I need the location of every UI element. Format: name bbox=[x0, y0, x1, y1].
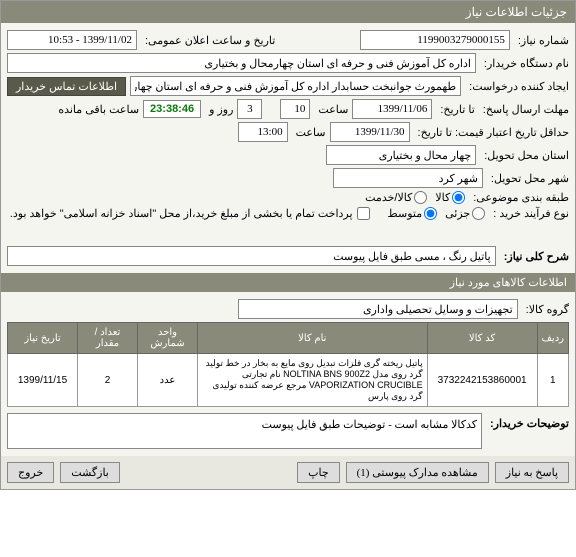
need-desc-input[interactable] bbox=[7, 246, 496, 266]
time-label-1: ساعت bbox=[314, 103, 348, 116]
row-goods-group: گروه کالا: bbox=[7, 299, 569, 319]
subject-radio-group: کالا کالا/خدمت bbox=[365, 191, 465, 204]
radio-service[interactable] bbox=[414, 191, 427, 204]
row-delivery-state: استان محل تحویل: bbox=[7, 145, 569, 165]
row-subject: طبقه بندی موضوعی: کالا کالا/خدمت bbox=[7, 191, 569, 204]
th-unit: واحد شمارش bbox=[138, 323, 198, 354]
row-buyer: نام دستگاه خریدار: bbox=[7, 53, 569, 73]
treasury-checkbox-label: پرداخت تمام یا بخشی از مبلغ خرید،از محل … bbox=[10, 207, 353, 220]
radio-goods[interactable] bbox=[452, 191, 465, 204]
need-number-input[interactable] bbox=[360, 30, 510, 50]
goods-group-label: گروه کالا: bbox=[522, 303, 569, 316]
table-header-row: ردیف کد کالا نام کالا واحد شمارش تعداد /… bbox=[8, 323, 569, 354]
radio-goods-item[interactable]: کالا bbox=[435, 191, 465, 204]
th-name: نام کالا bbox=[198, 323, 428, 354]
row-buyer-notes: توضیحات خریدار: bbox=[7, 413, 569, 449]
radio-small[interactable] bbox=[472, 207, 485, 220]
footer-buttons: پاسخ به نیاز مشاهده مدارک پیوستی (1) چاپ… bbox=[1, 456, 575, 489]
reply-button[interactable]: پاسخ به نیاز bbox=[495, 462, 569, 483]
contact-button[interactable]: اطلاعات تماس خریدار bbox=[7, 77, 126, 96]
radio-medium[interactable] bbox=[424, 207, 437, 220]
radio-small-item[interactable]: جزئی bbox=[445, 207, 485, 220]
validity-label: حداقل تاریخ اعتبار قیمت: تا تاریخ: bbox=[414, 126, 569, 139]
th-code: کد کالا bbox=[427, 323, 537, 354]
radio-medium-label: متوسط bbox=[388, 207, 423, 220]
public-date-label: تاریخ و ساعت اعلان عمومی: bbox=[141, 34, 275, 47]
deadline-time-input[interactable] bbox=[280, 99, 310, 119]
buyer-label: نام دستگاه خریدار: bbox=[480, 57, 569, 70]
buyer-input[interactable] bbox=[7, 53, 476, 73]
th-qty: تعداد / مقدار bbox=[78, 323, 138, 354]
process-radio-group: جزئی متوسط bbox=[388, 207, 486, 220]
days-label: روز و bbox=[205, 103, 233, 116]
td-qty: 2 bbox=[78, 354, 138, 407]
delivery-city-label: شهر محل تحویل: bbox=[487, 172, 569, 185]
row-process: نوع فرآیند خرید : جزئی متوسط پرداخت تمام… bbox=[7, 207, 569, 220]
print-button[interactable]: چاپ bbox=[297, 462, 340, 483]
td-name: پاتیل ریخته گری فلزات تبدیل روی مایع به … bbox=[198, 354, 428, 407]
radio-service-label: کالا/خدمت bbox=[365, 191, 412, 204]
process-label: نوع فرآیند خرید : bbox=[489, 207, 569, 220]
exit-button[interactable]: خروج bbox=[7, 462, 54, 483]
header-title: جزئیات اطلاعات نیاز bbox=[466, 5, 567, 19]
goods-section: گروه کالا: ردیف کد کالا نام کالا واحد شم… bbox=[1, 292, 575, 456]
need-desc-label: شرح کلی نیاز: bbox=[500, 250, 569, 263]
form-body: شماره نیاز: تاریخ و ساعت اعلان عمومی: نا… bbox=[1, 23, 575, 273]
radio-service-item[interactable]: کالا/خدمت bbox=[365, 191, 427, 204]
row-delivery-city: شهر محل تحویل: bbox=[7, 168, 569, 188]
row-deadline: مهلت ارسال پاسخ: تا تاریخ: ساعت روز و 23… bbox=[7, 99, 569, 119]
delivery-city-input[interactable] bbox=[333, 168, 483, 188]
goods-group-input[interactable] bbox=[238, 299, 518, 319]
buyer-notes-textarea[interactable] bbox=[7, 413, 482, 449]
validity-date-input[interactable] bbox=[330, 122, 410, 142]
deadline-date-input[interactable] bbox=[352, 99, 432, 119]
time-label-2: ساعت bbox=[292, 126, 326, 139]
row-validity: حداقل تاریخ اعتبار قیمت: تا تاریخ: ساعت bbox=[7, 122, 569, 142]
deadline-to-label: تا تاریخ: bbox=[436, 103, 474, 116]
creator-input[interactable] bbox=[130, 76, 461, 96]
row-creator: ایجاد کننده درخواست: اطلاعات تماس خریدار bbox=[7, 76, 569, 96]
row-need-number: شماره نیاز: تاریخ و ساعت اعلان عمومی: bbox=[7, 30, 569, 50]
validity-time-input[interactable] bbox=[238, 122, 288, 142]
form-header: جزئیات اطلاعات نیاز bbox=[1, 1, 575, 23]
remaining-label: ساعت باقی مانده bbox=[54, 103, 139, 116]
creator-label: ایجاد کننده درخواست: bbox=[465, 80, 569, 93]
table-row: 1 3732242153860001 پاتیل ریخته گری فلزات… bbox=[8, 354, 569, 407]
days-input bbox=[237, 99, 262, 119]
countdown-display: 23:38:46 bbox=[143, 100, 201, 118]
radio-goods-label: کالا bbox=[435, 191, 450, 204]
treasury-checkbox-item[interactable]: پرداخت تمام یا بخشی از مبلغ خرید،از محل … bbox=[10, 207, 370, 220]
treasury-checkbox[interactable] bbox=[357, 207, 370, 220]
attachments-button[interactable]: مشاهده مدارک پیوستی (1) bbox=[346, 462, 489, 483]
deadline-label: مهلت ارسال پاسخ: bbox=[479, 103, 569, 116]
delivery-state-input[interactable] bbox=[326, 145, 476, 165]
main-form: جزئیات اطلاعات نیاز شماره نیاز: تاریخ و … bbox=[0, 0, 576, 490]
radio-medium-item[interactable]: متوسط bbox=[388, 207, 438, 220]
td-row: 1 bbox=[537, 354, 568, 407]
td-date: 1399/11/15 bbox=[8, 354, 78, 407]
th-date: تاریخ نیاز bbox=[8, 323, 78, 354]
radio-small-label: جزئی bbox=[445, 207, 470, 220]
goods-info-header: اطلاعات کالاهای مورد نیاز bbox=[1, 273, 575, 292]
buyer-notes-label: توضیحات خریدار: bbox=[486, 413, 569, 430]
row-need-desc: شرح کلی نیاز: bbox=[7, 246, 569, 266]
back-button[interactable]: بازگشت bbox=[60, 462, 120, 483]
subject-label: طبقه بندی موضوعی: bbox=[469, 191, 569, 204]
th-row: ردیف bbox=[537, 323, 568, 354]
td-unit: عدد bbox=[138, 354, 198, 407]
td-code: 3732242153860001 bbox=[427, 354, 537, 407]
delivery-state-label: استان محل تحویل: bbox=[480, 149, 569, 162]
need-number-label: شماره نیاز: bbox=[514, 34, 569, 47]
goods-table: ردیف کد کالا نام کالا واحد شمارش تعداد /… bbox=[7, 322, 569, 407]
public-date-input[interactable] bbox=[7, 30, 137, 50]
